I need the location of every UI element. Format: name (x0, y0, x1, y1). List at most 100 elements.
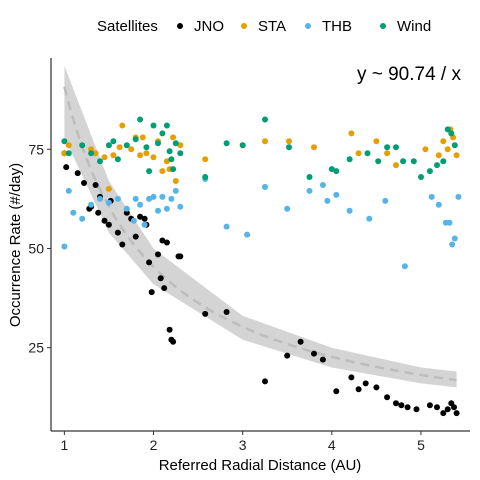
legend-item-wind: Wind (380, 18, 431, 35)
data-point (163, 158, 170, 165)
data-point (172, 178, 179, 184)
data-point (92, 182, 99, 188)
data-point (364, 150, 371, 157)
data-point (114, 156, 121, 163)
data-point (110, 152, 117, 159)
data-point (384, 150, 391, 157)
data-point (88, 150, 95, 157)
data-point (146, 168, 153, 175)
data-point (455, 193, 462, 200)
y-axis-ticks: 25 50 75 (28, 141, 51, 356)
data-point (116, 144, 123, 151)
data-point (168, 195, 175, 202)
data-point (306, 187, 313, 194)
data-point (284, 205, 291, 212)
data-point (435, 152, 442, 159)
data-point (348, 374, 355, 381)
x-axis-title: Referred Radial Distance (AU) (159, 457, 362, 474)
x-tick-label: 2 (150, 437, 158, 453)
data-point (79, 215, 86, 222)
legend: Satellites JNO STA THB Wind (97, 18, 431, 35)
data-point (150, 193, 157, 200)
data-point (105, 142, 112, 149)
legend-label: Wind (397, 18, 431, 35)
data-point (177, 253, 184, 260)
data-point (451, 404, 457, 411)
data-point (110, 138, 117, 145)
series-sta (61, 122, 460, 192)
data-point (177, 142, 184, 149)
legend-item-sta: STA (241, 18, 286, 35)
data-point (324, 197, 331, 204)
data-point (105, 199, 112, 206)
data-point (413, 406, 420, 413)
data-point (123, 142, 130, 149)
data-point (422, 146, 429, 153)
data-point (105, 185, 112, 192)
data-point (65, 150, 72, 157)
data-point (451, 235, 458, 242)
data-point (448, 130, 455, 137)
data-point (223, 309, 230, 315)
data-point (404, 404, 411, 411)
legend-label: THB (322, 18, 352, 35)
data-point (440, 410, 447, 417)
data-point (159, 168, 166, 175)
data-point (428, 193, 435, 200)
data-point (333, 388, 340, 395)
data-point (453, 410, 460, 417)
data-point (137, 116, 144, 123)
data-point (311, 350, 317, 357)
data-point (384, 144, 391, 151)
data-point (297, 338, 304, 345)
data-point (453, 152, 460, 159)
data-point (172, 187, 179, 194)
data-point (355, 150, 362, 157)
data-point (284, 352, 291, 359)
data-point (139, 134, 146, 141)
data-point (63, 164, 70, 171)
data-point (440, 138, 447, 145)
data-point (168, 156, 175, 163)
data-point (155, 207, 161, 214)
data-point (373, 138, 380, 145)
x-tick-label: 5 (417, 437, 425, 453)
x-tick-label: 1 (60, 437, 68, 453)
data-point (393, 400, 399, 407)
data-point (132, 195, 139, 202)
data-point (319, 182, 326, 188)
data-point (311, 144, 317, 151)
data-point (170, 338, 177, 345)
series-thb (61, 176, 462, 270)
data-point (410, 158, 417, 165)
data-point (170, 134, 177, 141)
data-point (146, 259, 153, 266)
x-tick-label: 4 (328, 437, 336, 453)
data-point (435, 201, 442, 208)
data-point (159, 237, 166, 244)
data-point (170, 166, 177, 173)
data-point (166, 148, 173, 155)
data-point (172, 140, 179, 147)
data-point (61, 243, 68, 250)
legend-title: Satellites (97, 18, 158, 35)
y-tick-label: 75 (28, 141, 44, 157)
data-point (119, 241, 126, 248)
data-point (123, 205, 130, 212)
data-point (375, 158, 382, 165)
data-point (74, 170, 81, 177)
data-point (92, 150, 99, 157)
data-point (223, 140, 230, 147)
data-point (401, 263, 408, 270)
y-tick-label: 25 (28, 340, 44, 356)
data-point (244, 231, 251, 238)
data-point (88, 201, 95, 208)
model-annotation: y ~ 90.74 / x (357, 64, 462, 85)
data-point (177, 150, 184, 157)
data-point (286, 138, 292, 145)
legend-marker (380, 23, 386, 29)
data-point (70, 209, 77, 216)
x-tick-label: 3 (239, 437, 247, 453)
data-point (346, 156, 353, 163)
series-wind (61, 116, 458, 180)
